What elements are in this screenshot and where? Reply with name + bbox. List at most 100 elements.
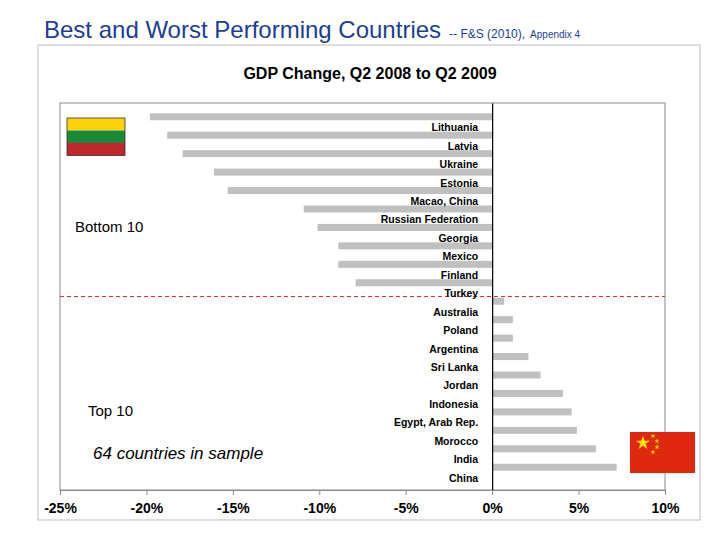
y-tick-label: Macao, China [410,195,478,207]
y-tick-label: India [454,453,479,465]
y-tick-label: Mexico [443,250,479,262]
y-tick-label: Russian Federation [381,213,478,225]
x-tick: -20% [131,490,164,516]
bar [492,427,577,434]
x-tick-label: -15% [217,500,250,516]
flag-stripe [67,131,125,144]
y-tick: China [449,472,478,484]
zero-line [492,104,493,491]
y-tick-label: Finland [441,269,478,281]
bar [492,408,572,415]
x-tick-mark [665,490,666,495]
annotation: Bottom 10 [75,218,143,235]
x-tick: -25% [44,490,77,516]
bar [492,335,513,342]
plot-frame [60,103,665,490]
flag-stripe [67,118,125,131]
y-tick: Indonesia [429,398,478,410]
x-tick-label: 0% [483,500,504,516]
bars [150,113,617,470]
bar [492,464,616,471]
y-tick: Finland [441,269,478,281]
x-axis-line [61,490,666,491]
x-axis: -25% -20% -15% -10% -5% 0% 5% 10% [44,490,680,516]
annotation: Top 10 [88,402,133,419]
bar [492,298,504,305]
annotation: 64 countries in sample [93,444,263,463]
y-tick: Australia [433,306,478,318]
y-tick: Mexico [443,250,479,262]
slide-note: Appendix 4 [530,29,580,40]
y-tick-label: Morocco [434,435,478,447]
bar [183,150,492,157]
flag-star [654,438,659,443]
x-tick-mark [319,490,320,495]
y-tick-label: Latvia [448,140,479,152]
slide: Best and Worst Performing Countries -- F&… [0,0,720,540]
flag-star [650,449,655,454]
flag-star [650,433,655,438]
y-tick: Ukraine [440,158,479,170]
y-tick-label: China [449,472,478,484]
x-tick-mark [60,490,61,495]
bar [492,316,513,323]
y-tick: Argentina [429,343,478,355]
y-tick-label: Estonia [440,177,478,189]
y-tick: Latvia [448,140,479,152]
slide-title: Best and Worst Performing Countries -- F&… [44,16,581,43]
x-tick-mark [146,490,147,495]
x-tick: 0% [483,490,504,516]
x-tick-label: -20% [131,500,164,516]
x-tick-mark [233,490,234,495]
bar [492,353,528,360]
flag-stripe [67,143,125,156]
x-tick-label: 5% [569,500,590,516]
x-tick: 5% [569,490,590,516]
y-tick: Russian Federation [381,213,478,225]
x-tick: 10% [651,490,680,516]
chart-title: GDP Change, Q2 2008 to Q2 2009 [243,65,496,82]
x-tick: -10% [303,490,336,516]
y-tick: Macao, China [410,195,478,207]
y-tick: Morocco [434,435,478,447]
y-axis: Lithuania Latvia Ukraine Estonia Macao, Chin… [381,104,493,491]
flag-field [630,432,695,473]
y-tick: Georgia [438,232,478,244]
y-tick: Jordan [443,379,478,391]
y-tick-label: Ukraine [440,158,479,170]
chart-box [38,45,700,520]
y-tick-label: Georgia [438,232,478,244]
y-tick-label: Australia [433,306,478,318]
flag-border [67,118,125,156]
y-tick-label: Lithuania [431,121,478,133]
flag-star [636,436,650,449]
y-tick-label: Poland [443,324,478,336]
x-tick-label: -10% [303,500,336,516]
x-tick: -5% [394,490,419,516]
bar [492,445,596,452]
y-tick: Sri Lanka [431,361,478,373]
x-tick-label: -25% [44,500,77,516]
y-tick-label: Egypt, Arab Rep. [394,416,478,428]
y-tick: Turkey [444,287,478,299]
x-tick-mark [406,490,407,495]
y-tick-label: Jordan [443,379,478,391]
y-tick: Estonia [440,177,478,189]
bar [492,390,563,397]
x-tick-label: 10% [651,500,680,516]
bar [492,372,540,379]
y-tick: Lithuania [431,121,478,133]
flag-star [654,444,659,449]
x-tick-mark [492,490,493,495]
x-tick-label: -5% [394,500,419,516]
x-tick: -15% [217,490,250,516]
slide-title-text: Best and Worst Performing Countries [44,16,441,43]
y-tick: India [454,453,479,465]
flag-lithuania [67,118,125,156]
bar [150,113,492,120]
y-tick-label: Turkey [444,287,478,299]
y-tick: Egypt, Arab Rep. [394,416,478,428]
slide-source: -- F&S (2010), [449,27,525,41]
flag-china [630,432,695,473]
y-tick: Poland [443,324,478,336]
